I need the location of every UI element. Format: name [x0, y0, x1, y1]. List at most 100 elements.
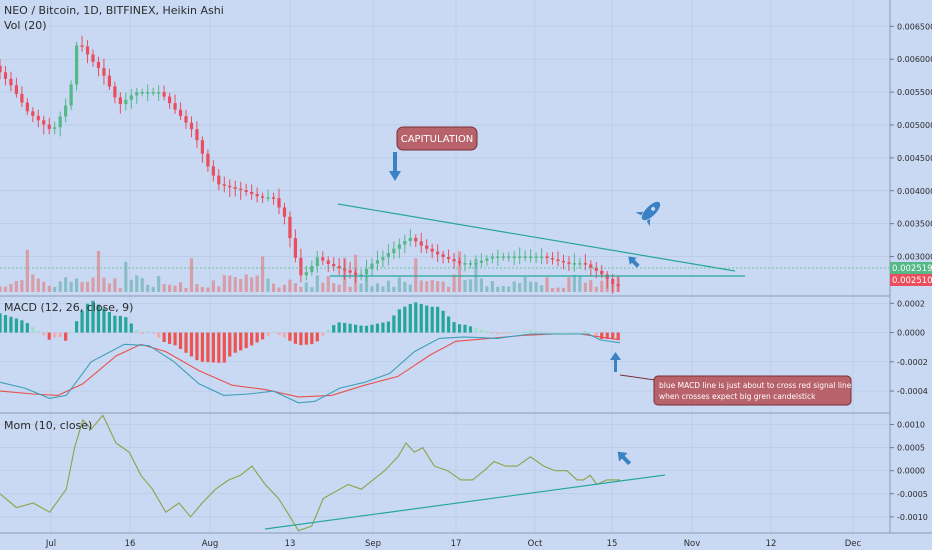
signal-line	[0, 333, 621, 398]
x-tick-label: 15	[607, 539, 618, 549]
candle-body	[457, 261, 462, 264]
volume-bar	[561, 287, 566, 292]
price-axis[interactable]: 0.006500 0.006000 0.005500 0.005000 0.004500…	[890, 22, 932, 522]
volume-bar	[501, 285, 505, 292]
candle-body	[266, 197, 270, 199]
candle-body	[501, 256, 505, 259]
histogram-bar	[244, 332, 248, 349]
volume-bar	[113, 278, 117, 292]
histogram-bar	[20, 320, 24, 333]
volume-bar	[47, 285, 51, 292]
candle-body	[9, 78, 13, 86]
volume-bar	[589, 279, 593, 292]
candle-body	[124, 99, 128, 105]
histogram-bar	[173, 332, 177, 346]
volume-bar	[348, 286, 352, 292]
histogram-bar	[146, 331, 150, 333]
histogram-bar	[446, 316, 451, 333]
candle-body	[397, 244, 401, 249]
histogram-bar	[359, 325, 363, 333]
candle-body	[507, 256, 511, 259]
volume-bar	[9, 284, 13, 292]
candle-body	[3, 72, 8, 79]
volume-bar	[200, 286, 205, 292]
histogram-bar	[479, 329, 484, 333]
volume-bar	[288, 279, 292, 292]
histogram-bar	[299, 332, 303, 346]
histogram-bar	[529, 330, 533, 333]
volume-bar	[381, 286, 385, 292]
volume-bar	[507, 286, 511, 292]
y-tick-label: 0.005000	[897, 121, 932, 130]
volume-bar	[25, 249, 29, 292]
candle-body	[200, 140, 205, 154]
volume-bar	[534, 282, 538, 292]
momentum-line	[0, 414, 620, 532]
down-arrow-icon	[389, 152, 401, 181]
volume-bar	[397, 277, 401, 292]
momentum-trend-line[interactable]	[264, 474, 666, 530]
symbol-title: NEO / Bitcoin, 1D, BITFINEX, Heikin Ashi	[4, 4, 224, 17]
histogram-bar	[58, 332, 62, 338]
histogram-bar	[397, 309, 401, 333]
histogram-bar	[217, 332, 221, 363]
histogram-bar	[233, 332, 237, 353]
y-tick-label: 0.006000	[897, 55, 932, 64]
candle-body	[20, 93, 24, 103]
candle-body	[80, 45, 84, 47]
y-tick-label: 0.0005	[897, 444, 925, 453]
macd-line	[0, 333, 621, 404]
histogram-bar	[386, 321, 391, 333]
x-tick-label: Jul	[45, 539, 56, 549]
volume-bar	[321, 282, 325, 292]
candle-body	[293, 238, 298, 258]
volume-bar	[36, 278, 40, 292]
macd-histogram	[0, 300, 620, 363]
volume-bar	[512, 281, 516, 292]
candle-body	[408, 237, 412, 242]
volume-bar	[490, 281, 494, 292]
volume-bar	[359, 283, 363, 292]
histogram-bar	[162, 332, 166, 343]
histogram-bar	[85, 303, 90, 333]
candle-body	[561, 260, 566, 263]
histogram-bar	[135, 329, 139, 333]
volume-bar	[468, 279, 473, 292]
volume-bar	[370, 286, 374, 292]
histogram-bar	[271, 331, 276, 333]
histogram-bar	[157, 332, 161, 338]
svg-text:0.002510: 0.002510	[892, 276, 932, 286]
candlesticks	[0, 35, 620, 294]
volume-bar	[151, 286, 155, 292]
capitulation-callout[interactable]: CAPITULATION	[396, 126, 478, 151]
volume-bar	[173, 285, 177, 292]
candle-body	[605, 274, 609, 279]
volume-bar	[277, 287, 281, 292]
volume-bar	[578, 275, 582, 292]
candle-body	[260, 196, 265, 198]
candle-body	[326, 260, 330, 264]
candle-body	[594, 267, 598, 271]
candle-body	[479, 260, 484, 263]
candle-body	[255, 194, 259, 197]
time-axis[interactable]: Jul 16 Aug 13 Sep 17 Oct 15 Nov 12 Dec	[45, 539, 862, 549]
volume-bar	[222, 275, 226, 292]
volume-bar	[228, 275, 232, 292]
volume-bar	[594, 286, 598, 292]
volume-bar	[14, 281, 19, 292]
price-tag-up: 0.002519	[890, 262, 932, 274]
volume-bar	[3, 286, 8, 292]
macd-note-callout[interactable]: blue MACD line is just about to cross re…	[653, 375, 852, 406]
candle-body	[102, 68, 106, 76]
volume-bar	[315, 275, 319, 292]
histogram-bar	[567, 332, 571, 334]
histogram-bar	[611, 332, 615, 339]
volume-bar	[157, 276, 161, 292]
y-tick-label: -0.0004	[897, 387, 928, 396]
volume-bar	[408, 284, 412, 292]
descending-trend-line[interactable]	[337, 203, 736, 272]
volume-bar	[135, 275, 139, 292]
histogram-bar	[118, 315, 122, 333]
volume-bar	[567, 277, 571, 292]
